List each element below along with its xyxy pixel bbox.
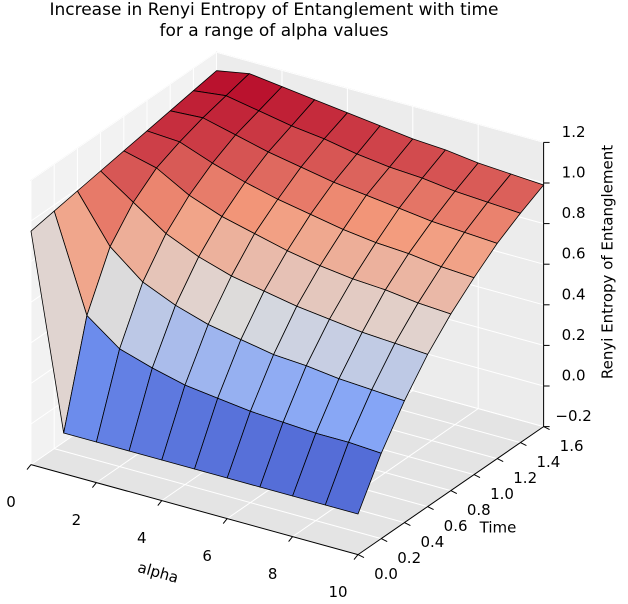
surface — [30, 70, 544, 515]
tick-mark — [357, 554, 365, 559]
y-axis-label: Time — [479, 519, 517, 537]
x-axis-label: alpha — [136, 558, 181, 587]
y-tick-label: 0.6 — [444, 517, 468, 535]
y-axis-line — [357, 426, 544, 556]
z-axis-label: Renyi Entropy of Entanglement — [599, 145, 617, 379]
tick-mark — [427, 506, 434, 511]
tick-mark — [450, 490, 458, 495]
tick-mark — [404, 522, 411, 527]
z-tick-label: 1.2 — [562, 123, 586, 141]
y-tick-label: 0.4 — [420, 533, 444, 551]
x-tick-label: 10 — [328, 583, 347, 601]
tick-mark — [473, 474, 481, 479]
y-tick-label: 1.2 — [513, 469, 537, 487]
tick-mark — [222, 518, 228, 524]
grid-line — [54, 448, 382, 540]
chart-title: for a range of alpha values — [159, 21, 388, 41]
z-tick-label: 1.0 — [562, 164, 586, 182]
tick-mark — [288, 536, 293, 542]
grid-line — [30, 51, 217, 181]
z-tick-label: 0.8 — [562, 204, 586, 222]
x-axis-line — [30, 464, 359, 556]
tick-mark — [92, 482, 97, 488]
y-tick-label: 0.0 — [374, 565, 398, 583]
y-tick-label: 1.0 — [490, 485, 514, 503]
x-tick-label: 6 — [202, 547, 212, 565]
z-tick-label: 0.2 — [562, 326, 586, 344]
z-tick-label: 0.4 — [562, 285, 586, 303]
z-tick-label: 0.0 — [562, 367, 586, 385]
y-tick-label: 0.2 — [397, 549, 421, 567]
y-tick-label: 1.6 — [560, 437, 584, 455]
x-tick-label: 0 — [6, 493, 16, 511]
grid-line — [216, 51, 544, 143]
tick-mark — [26, 464, 32, 470]
tick-mark — [353, 554, 359, 560]
y-tick-label: 0.8 — [467, 501, 491, 519]
z-tick-label: 0.6 — [562, 245, 586, 263]
x-tick-label: 2 — [72, 511, 82, 529]
tick-mark — [520, 442, 527, 447]
y-tick-label: 1.4 — [536, 453, 560, 471]
tick-mark — [496, 458, 504, 463]
x-tick-label: 8 — [268, 565, 278, 583]
tick-mark — [157, 500, 163, 506]
surface-face — [324, 441, 382, 515]
axes: 02468100.00.20.40.60.81.01.21.41.6−0.20.… — [6, 123, 592, 601]
x-tick-label: 4 — [137, 529, 147, 547]
chart-title: Increase in Renyi Entropy of Entanglemen… — [49, 0, 498, 20]
tick-mark — [380, 538, 388, 543]
z-tick-label: −0.2 — [555, 407, 591, 425]
